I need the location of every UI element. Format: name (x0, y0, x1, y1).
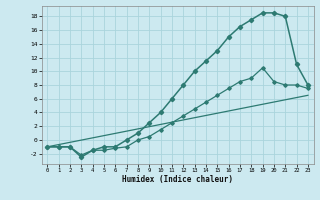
X-axis label: Humidex (Indice chaleur): Humidex (Indice chaleur) (122, 175, 233, 184)
